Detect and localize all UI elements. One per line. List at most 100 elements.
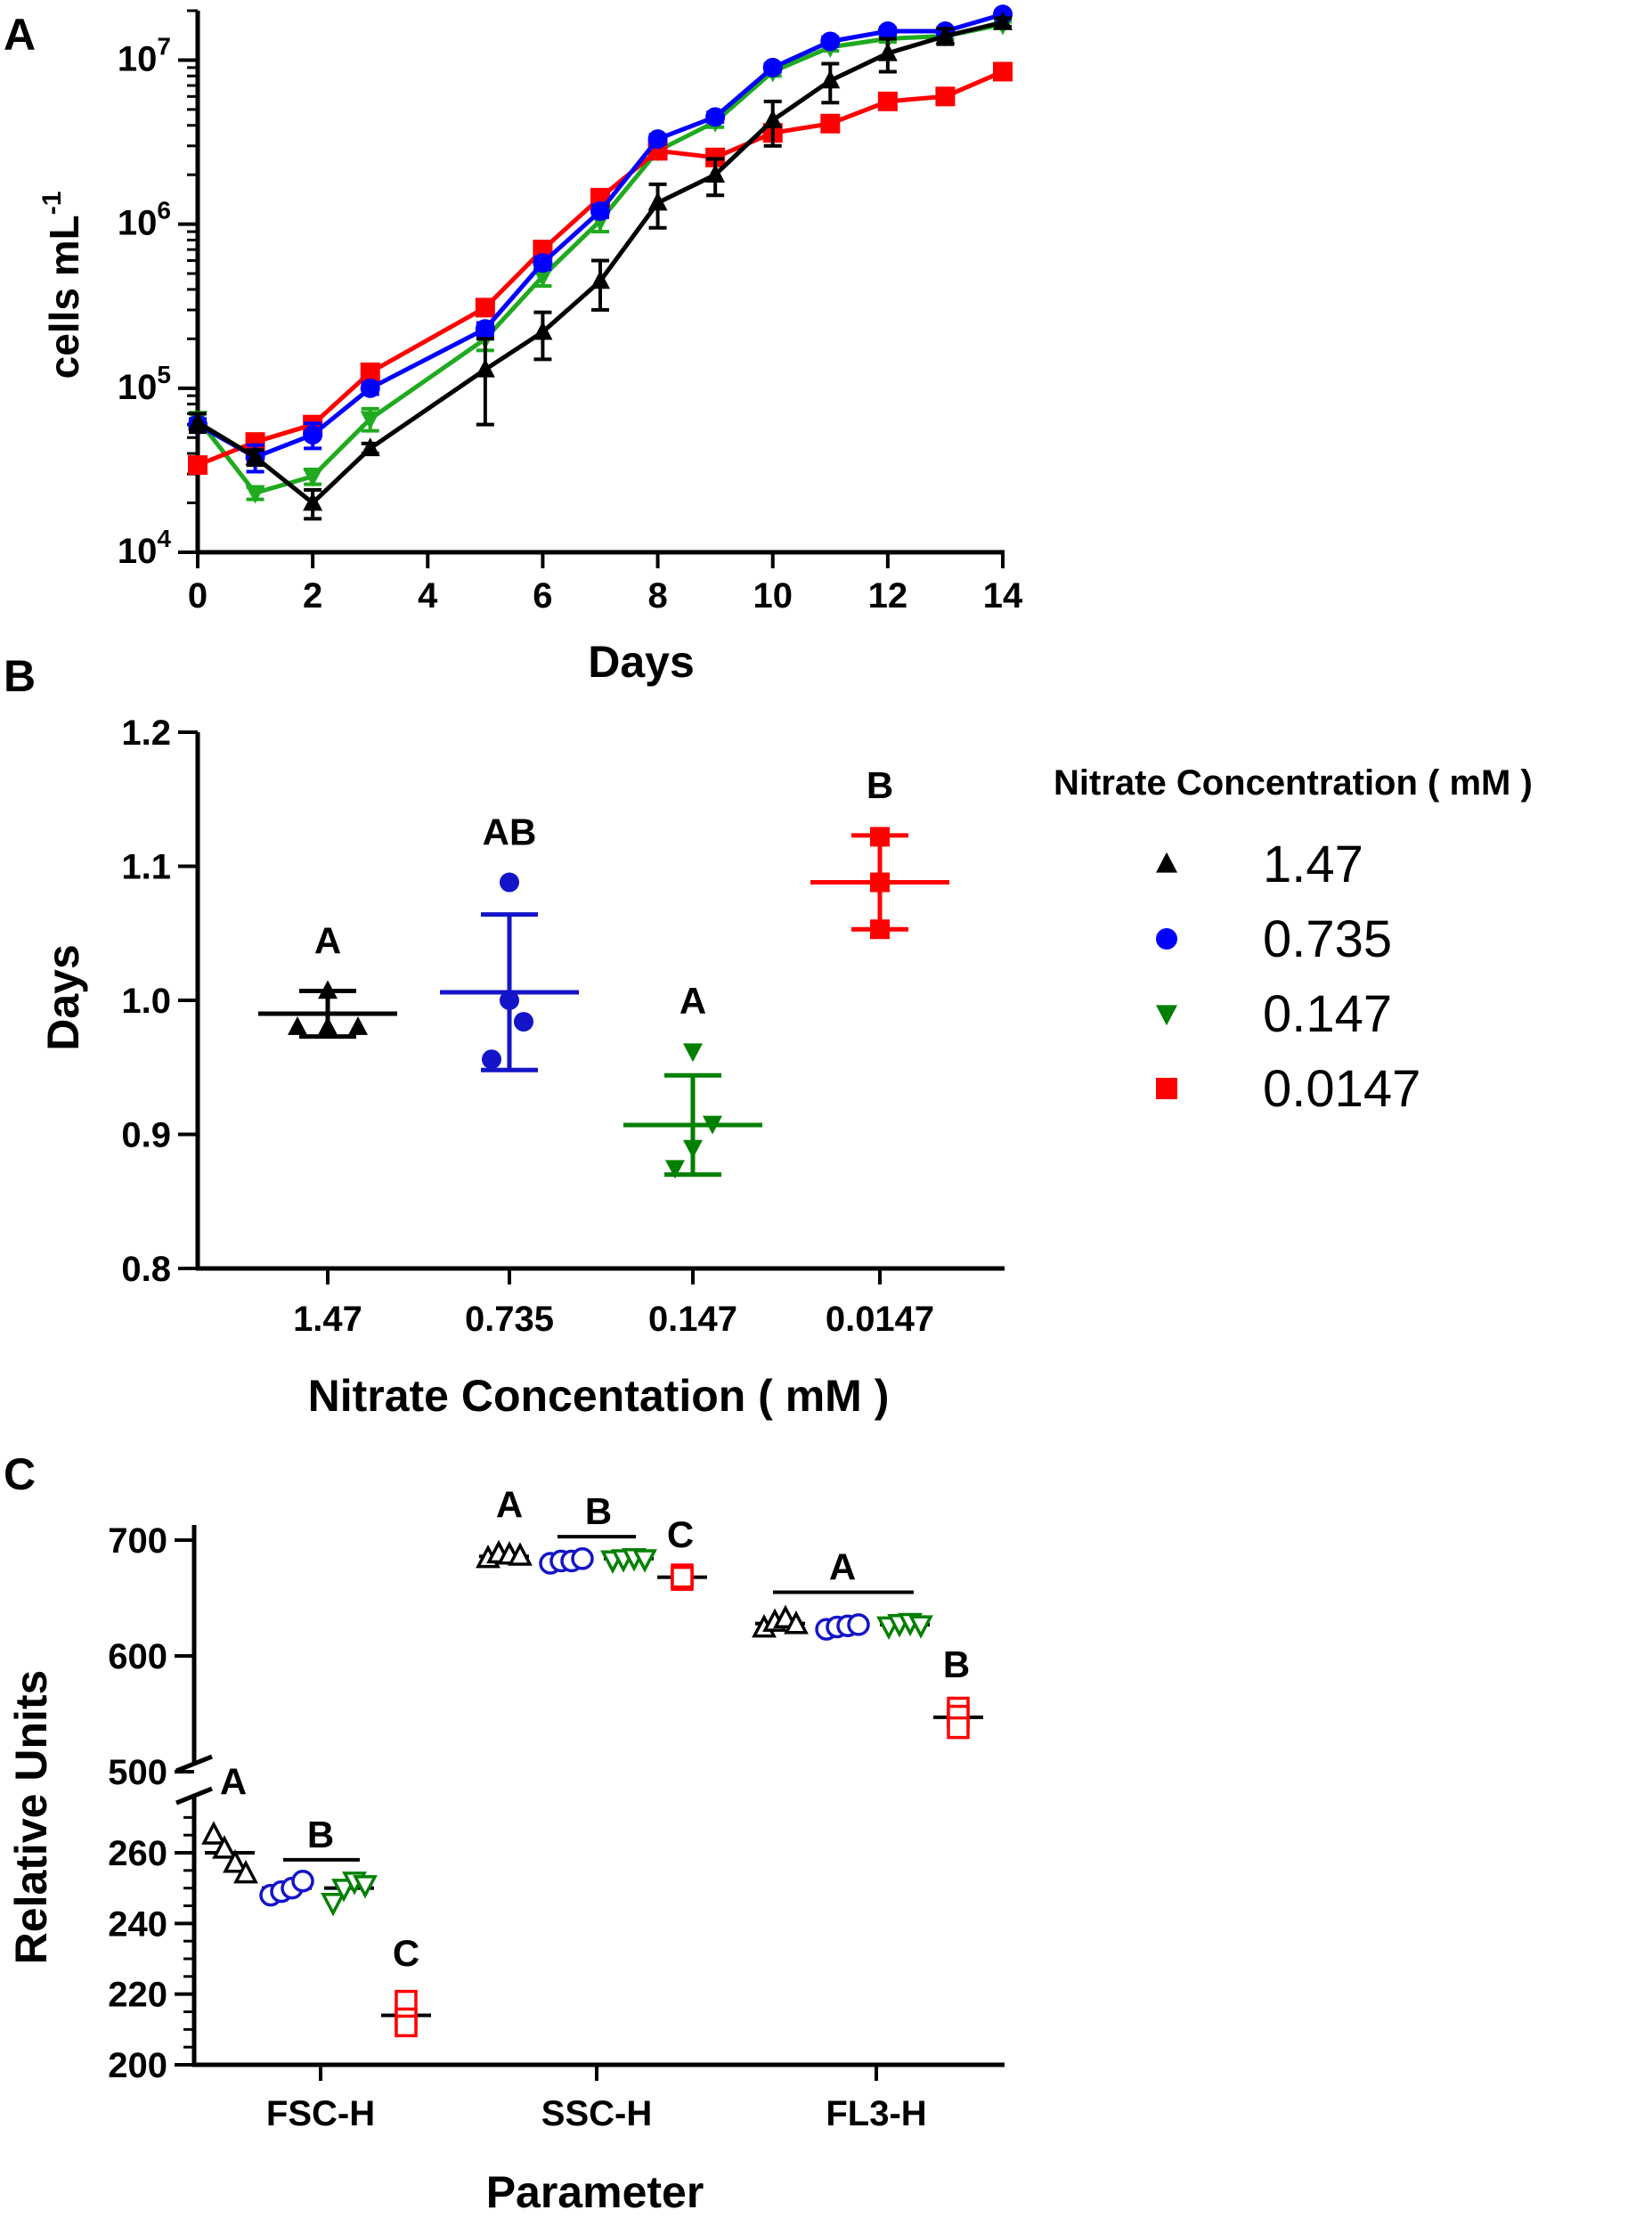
legend-label: 0.0147 xyxy=(1263,1060,1420,1118)
data-point xyxy=(331,1879,356,1903)
panel-c-y-tick-label: 240 xyxy=(108,1904,167,1944)
panel-a-x-tick-label: 14 xyxy=(983,576,1023,616)
panel-c-x-label: Parameter xyxy=(486,2167,704,2217)
series-line-1-47 xyxy=(196,20,1004,506)
group-ssc-h-0-147 xyxy=(600,1547,657,1574)
group-ssc-h-1-47 xyxy=(476,1539,533,1569)
data-point xyxy=(533,240,553,260)
series-0-735 xyxy=(188,4,1013,474)
panel-a-x-tick-label: 2 xyxy=(303,576,322,616)
data-point xyxy=(500,991,519,1010)
legend-marker xyxy=(1156,1078,1177,1099)
panel-c-y-tick-label: 200 xyxy=(108,2046,167,2085)
panel-a-y-label: cells mL-1 xyxy=(37,192,87,379)
group-0-0147: B xyxy=(810,764,949,940)
data-point xyxy=(288,1016,307,1035)
panel-a-x-tick-label: 8 xyxy=(647,576,667,616)
group-ssc-h-0-735 xyxy=(539,1547,594,1575)
group-ssc-h-0-0147 xyxy=(657,1563,707,1591)
legend-item-0-0147: 0.0147 xyxy=(1156,1060,1420,1118)
panel-c-y-tick-label: 600 xyxy=(108,1637,167,1676)
panel-a-y-tick-label: 105 xyxy=(118,361,171,407)
data-point xyxy=(870,872,890,893)
significance-ssc-h-b: B xyxy=(557,1490,636,1539)
data-point xyxy=(820,113,841,134)
group-fl3-h-0-147 xyxy=(876,1612,933,1641)
data-point xyxy=(935,25,956,45)
panel-b-growth-rate: 0.80.91.01.11.21.47 0.735 0.147 0.0147 AABA… xyxy=(38,714,1005,1421)
panel-b-y-tick-label: 0.8 xyxy=(121,1250,171,1289)
series-line-0-147 xyxy=(196,21,1004,495)
panel-c-x-tick-label: SSC-H xyxy=(541,2094,652,2133)
data-point xyxy=(784,1610,809,1635)
data-point xyxy=(993,61,1013,82)
significance-letter: C xyxy=(667,1513,694,1555)
data-point xyxy=(188,455,208,476)
panel-c-flow-parameters: 200 220 240 260 500 600 700 FSC-H SSC-H FL3-H A B C… xyxy=(6,1483,1005,2217)
significance-ssc-h-c: C xyxy=(667,1513,694,1555)
significance-letter: B xyxy=(943,1643,970,1685)
panel-label-b: B xyxy=(4,651,36,701)
significance-ssc-h-a: A xyxy=(496,1483,523,1525)
panel-c-y-tick-label: 700 xyxy=(108,1521,167,1561)
data-point xyxy=(590,201,610,222)
panel-c-y-tick-label: 220 xyxy=(108,1976,167,2015)
data-point xyxy=(908,1615,933,1639)
panel-label-a: A xyxy=(4,10,36,60)
data-point xyxy=(647,192,668,211)
significance-fsc-h-b: B xyxy=(283,1814,360,1862)
legend-label: 1.47 xyxy=(1263,836,1363,893)
data-point xyxy=(571,1547,594,1570)
panel-a-x-tick-label: 6 xyxy=(533,576,552,616)
data-point xyxy=(188,411,208,430)
data-point xyxy=(321,1892,346,1917)
group-fsc-h-1-47 xyxy=(201,1821,258,1884)
series-line-0-735 xyxy=(196,12,1004,460)
axis-break-mark-lower xyxy=(175,1786,213,1806)
data-point xyxy=(877,21,898,42)
data-point xyxy=(475,319,495,339)
data-point xyxy=(671,1565,694,1589)
group-fl3-h-0-0147 xyxy=(933,1696,983,1740)
data-point xyxy=(233,1859,258,1884)
group-0-735: AB xyxy=(440,811,579,1072)
legend-label: 0.735 xyxy=(1263,910,1392,968)
panel-b-y-tick-label: 1.2 xyxy=(121,714,171,753)
data-point xyxy=(360,378,380,398)
group-1-47: A xyxy=(258,919,397,1040)
data-point xyxy=(482,1049,501,1070)
panel-b-x-label: Nitrate Concentation ( mM ) xyxy=(308,1371,890,1421)
data-point xyxy=(870,827,890,847)
data-point xyxy=(395,2014,418,2038)
legend-item-0-735: 0.735 xyxy=(1156,910,1392,968)
axis-break-mark-upper xyxy=(175,1754,213,1774)
panel-b-y-label: Days xyxy=(38,944,88,1051)
data-point xyxy=(683,1139,703,1159)
data-point xyxy=(318,1016,338,1035)
panel-b-y-tick-label: 0.9 xyxy=(121,1116,171,1155)
data-point xyxy=(820,31,841,52)
panel-c-x-tick-label: FSC-H xyxy=(266,2094,375,2133)
data-point xyxy=(762,57,783,77)
significance-letter: B xyxy=(867,764,893,806)
data-point xyxy=(705,164,726,183)
data-point xyxy=(500,872,519,893)
panel-a-x-tick-label: 10 xyxy=(753,576,793,616)
significance-letter: A xyxy=(680,980,706,1022)
data-point xyxy=(360,411,380,430)
legend-item-0-147: 0.147 xyxy=(1156,985,1392,1043)
panel-a-x-label: Days xyxy=(588,637,695,687)
data-point xyxy=(820,69,841,89)
data-point xyxy=(475,298,495,318)
data-point xyxy=(533,253,553,273)
data-point xyxy=(877,42,898,61)
significance-fl3-h-b: B xyxy=(943,1643,970,1685)
legend-marker xyxy=(1156,1005,1177,1026)
legend-marker xyxy=(1156,852,1177,873)
panel-c-y-tick-label: 500 xyxy=(108,1753,167,1792)
data-point xyxy=(245,485,265,504)
significance-fsc-h-c: C xyxy=(393,1932,419,1974)
data-point xyxy=(245,432,265,453)
data-point xyxy=(353,1875,378,1899)
